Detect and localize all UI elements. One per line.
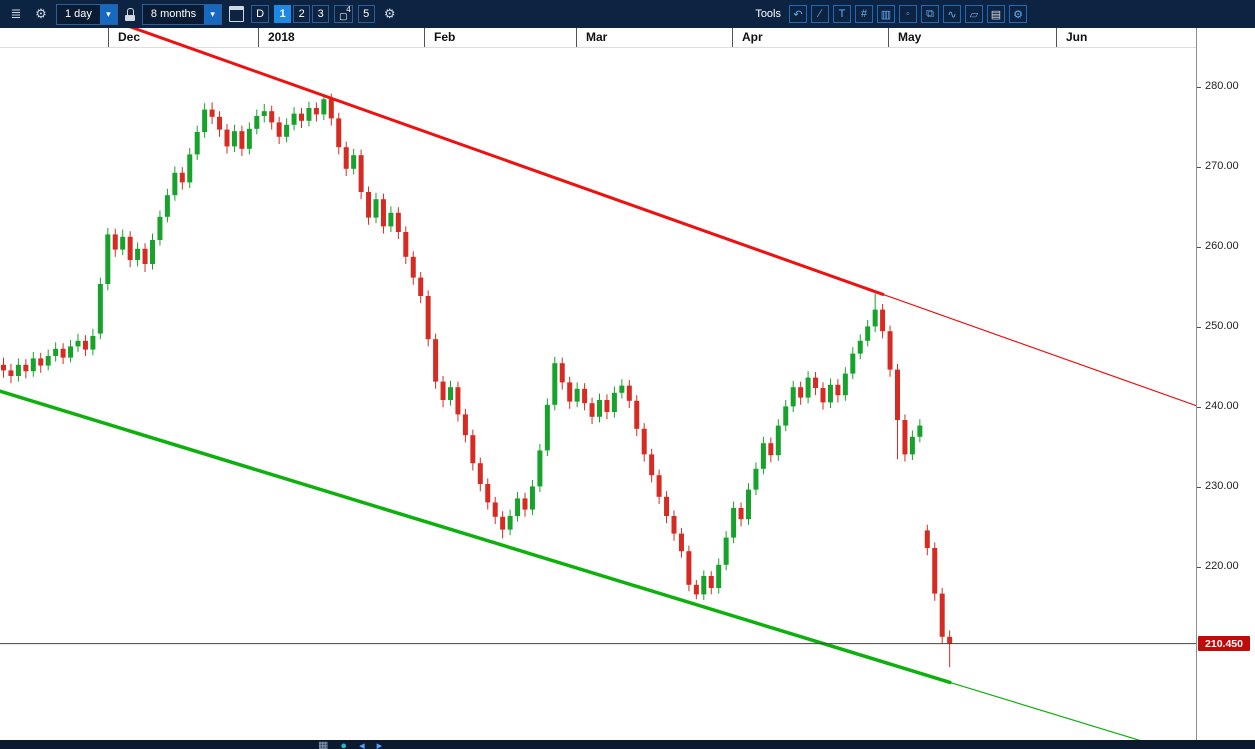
price-axis-tick xyxy=(1197,487,1201,489)
menu-icon[interactable]: ≣ xyxy=(6,4,26,24)
price-axis-label: 270.00 xyxy=(1205,160,1239,173)
price-axis-tick xyxy=(1197,167,1201,169)
time-axis-tick xyxy=(108,28,109,47)
print-tool-icon[interactable]: ▤ xyxy=(987,5,1005,23)
price-axis-tick xyxy=(1197,87,1201,89)
interval-select[interactable]: 1 day ▾ xyxy=(56,3,118,25)
time-axis-tick xyxy=(888,28,889,47)
candlestick-tool-icon[interactable]: ▥ xyxy=(877,5,895,23)
range-select[interactable]: 8 months ▾ xyxy=(141,3,223,25)
save-layout-button[interactable]: ▢ 4 xyxy=(334,5,353,23)
layout-tool-icon[interactable]: ⧉ xyxy=(921,5,939,23)
interval-value: 1 day xyxy=(65,8,92,20)
price-axis-label: 250.00 xyxy=(1205,320,1239,333)
grid-tool-icon[interactable]: # xyxy=(855,5,873,23)
tools-label: Tools xyxy=(755,8,781,20)
layout-tab-5[interactable]: 5 xyxy=(357,5,375,23)
text-tool-icon[interactable]: T xyxy=(833,5,851,23)
marker-tool-icon[interactable]: ◦ xyxy=(899,5,917,23)
price-axis-label: 280.00 xyxy=(1205,80,1239,93)
clock-icon[interactable]: ● xyxy=(340,740,348,749)
save-slot-number: 4 xyxy=(346,5,351,14)
calendar-icon[interactable] xyxy=(229,6,245,22)
current-price-badge: 210.450 xyxy=(1198,636,1250,652)
shape-tool-icon[interactable]: ▱ xyxy=(965,5,983,23)
range-value: 8 months xyxy=(150,8,197,20)
indicator-tool-icon[interactable]: ∿ xyxy=(943,5,961,23)
bottom-toolbar[interactable]: ▦ ● ◂ ▸ xyxy=(0,740,1255,749)
price-axis-tick xyxy=(1197,327,1201,329)
price-axis-label: 260.00 xyxy=(1205,240,1239,253)
time-axis-label: Jun xyxy=(1066,30,1088,44)
scroll-right-icon[interactable]: ▸ xyxy=(376,740,383,749)
price-axis-label: 230.00 xyxy=(1205,480,1239,493)
indicator-panel-icon[interactable]: ▦ xyxy=(318,740,329,749)
price-axis-tick xyxy=(1197,247,1201,249)
tools-group: Tools ↶ ∕ T # ▥ ◦ ⧉ ∿ ▱ ▤ ⚙ xyxy=(755,5,1027,23)
time-axis-tick xyxy=(1056,28,1057,47)
lock-icon[interactable] xyxy=(124,7,135,21)
layout-tab-3[interactable]: 3 xyxy=(312,5,330,23)
candlestick-chart xyxy=(0,28,1196,740)
scroll-left-icon[interactable]: ◂ xyxy=(359,740,365,749)
chevron-down-icon[interactable]: ▾ xyxy=(204,4,222,24)
chart-plot-area[interactable] xyxy=(0,28,1196,740)
disk-icon: ▢ xyxy=(339,10,348,21)
undo-tool-icon[interactable]: ↶ xyxy=(789,5,807,23)
period-button[interactable]: D xyxy=(251,5,270,23)
chart-settings-tool-icon[interactable]: ⚙ xyxy=(1009,5,1027,23)
layout-tab-1[interactable]: 1 xyxy=(274,5,292,23)
price-axis-label: 240.00 xyxy=(1205,400,1239,413)
time-axis-label: May xyxy=(898,30,922,44)
layout-settings-icon[interactable]: ⚙ xyxy=(380,4,400,24)
price-axis-tick xyxy=(1197,567,1201,569)
chevron-down-icon[interactable]: ▾ xyxy=(99,4,117,24)
price-axis-label: 220.00 xyxy=(1205,560,1239,573)
layout-tab-2[interactable]: 2 xyxy=(293,5,311,23)
trendline-tool-icon[interactable]: ∕ xyxy=(811,5,829,23)
settings-icon[interactable]: ⚙ xyxy=(31,4,51,24)
price-axis[interactable]: 280.00 270.00 260.00 250.00 240.00 230.00 220.… xyxy=(1196,28,1255,740)
price-axis-tick xyxy=(1197,407,1201,409)
